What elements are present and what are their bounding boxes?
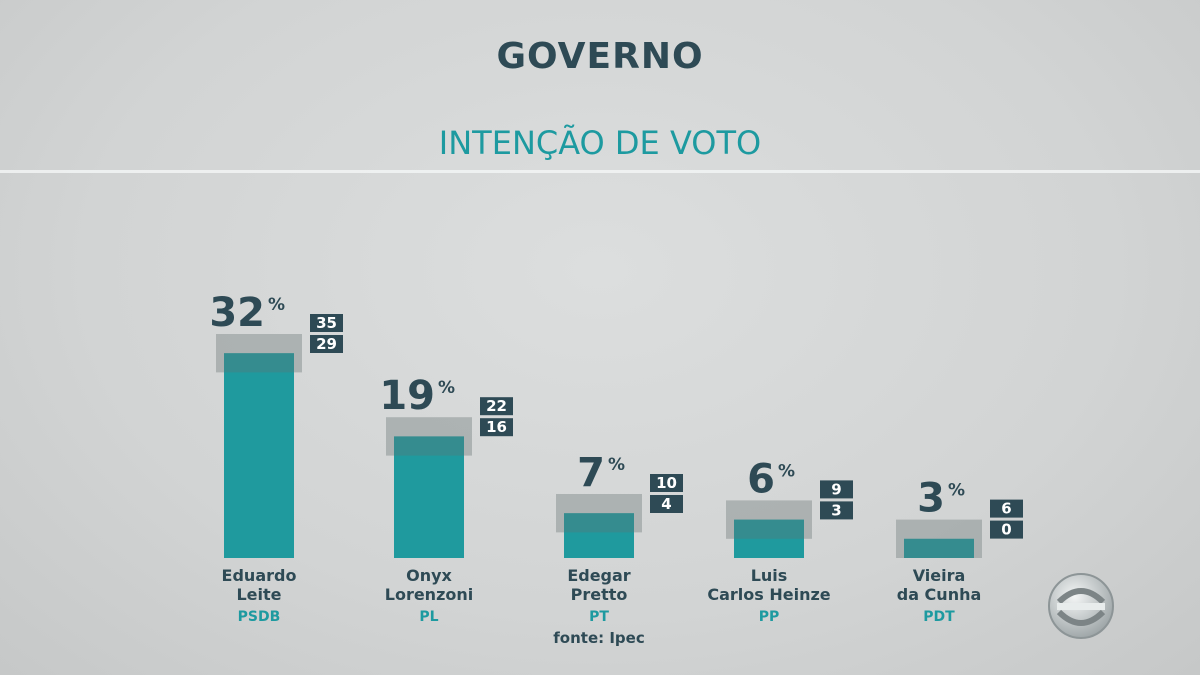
chart-subtitle: INTENÇÃO DE VOTO bbox=[438, 124, 762, 162]
data-label-unit-1: % bbox=[268, 295, 285, 315]
lower-badge-1 bbox=[310, 335, 343, 353]
upper-value-5: 6 bbox=[1001, 500, 1011, 518]
data-label-3: 7 bbox=[577, 450, 605, 496]
data-label-4: 6 bbox=[747, 456, 775, 502]
lower-value-2: 16 bbox=[486, 418, 507, 436]
bar-1 bbox=[224, 353, 294, 558]
lower-value-1: 29 bbox=[316, 335, 337, 353]
data-label-2: 19 bbox=[379, 373, 435, 419]
upper-value-2: 22 bbox=[486, 397, 507, 415]
party-label-4: PP bbox=[759, 609, 780, 625]
source-note: fonte: Ipec bbox=[553, 629, 644, 647]
candidate-name-line2-4: Carlos Heinze bbox=[707, 585, 830, 604]
lower-value-4: 3 bbox=[831, 501, 841, 519]
bar-5 bbox=[904, 538, 974, 558]
party-label-2: PL bbox=[419, 609, 438, 625]
lower-badge-2 bbox=[480, 418, 513, 437]
data-label-5: 3 bbox=[917, 476, 945, 522]
channel-logo-icon bbox=[1047, 572, 1115, 640]
candidate-name-line2-2: Lorenzoni bbox=[385, 585, 474, 604]
party-label-3: PT bbox=[589, 609, 609, 625]
data-label-unit-3: % bbox=[608, 455, 625, 475]
candidate-name-line1-4: Luis bbox=[751, 566, 788, 585]
upper-value-3: 10 bbox=[656, 474, 677, 492]
upper-badge-4 bbox=[820, 480, 853, 499]
candidate-name-line2-1: Leite bbox=[236, 585, 281, 604]
margin-band-overlay-2 bbox=[394, 436, 464, 456]
upper-value-4: 9 bbox=[831, 480, 841, 498]
margin-band-overlay-4 bbox=[734, 519, 804, 539]
lower-badge-3 bbox=[650, 495, 683, 513]
candidate-name-line1-1: Eduardo bbox=[222, 566, 297, 585]
lower-value-5: 0 bbox=[1001, 521, 1011, 539]
margin-band-overlay-3 bbox=[564, 513, 634, 533]
chart-title: GOVERNO bbox=[496, 36, 704, 77]
lower-value-3: 4 bbox=[661, 495, 671, 513]
candidate-name-line1-5: Vieira bbox=[913, 566, 966, 585]
lower-badge-5 bbox=[990, 520, 1023, 539]
upper-badge-2 bbox=[480, 397, 513, 416]
data-label-unit-2: % bbox=[438, 378, 455, 398]
data-label-1: 32 bbox=[209, 290, 265, 336]
party-label-1: PSDB bbox=[238, 609, 281, 625]
candidate-name-line1-3: Edegar bbox=[567, 566, 630, 585]
margin-band-overlay-5 bbox=[904, 538, 974, 558]
candidate-name-line2-3: Pretto bbox=[571, 585, 628, 604]
data-label-unit-4: % bbox=[778, 461, 795, 481]
upper-value-1: 35 bbox=[316, 314, 337, 332]
upper-badge-5 bbox=[990, 499, 1023, 518]
bar-3 bbox=[564, 513, 634, 558]
margin-band-overlay-1 bbox=[224, 353, 294, 373]
candidate-name-line1-2: Onyx bbox=[406, 566, 452, 585]
bar-2 bbox=[394, 436, 464, 558]
upper-badge-1 bbox=[310, 314, 343, 332]
party-label-5: PDT bbox=[923, 609, 955, 625]
data-label-unit-5: % bbox=[948, 481, 965, 501]
candidate-name-line2-5: da Cunha bbox=[897, 585, 982, 604]
lower-badge-4 bbox=[820, 501, 853, 520]
header-divider bbox=[0, 170, 1200, 173]
upper-badge-3 bbox=[650, 474, 683, 492]
bar-4 bbox=[734, 519, 804, 558]
